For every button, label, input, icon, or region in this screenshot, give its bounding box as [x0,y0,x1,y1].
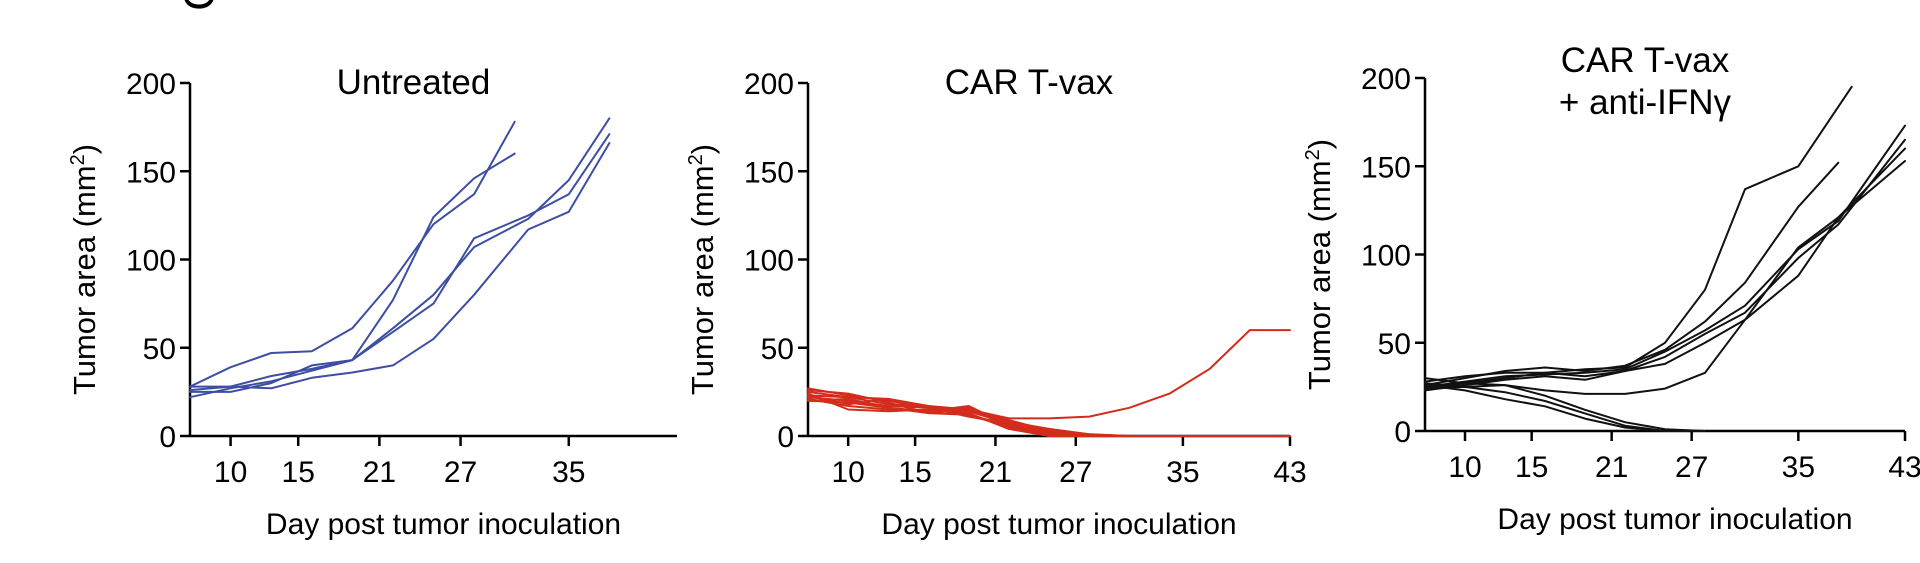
chart-3-series-2 [1424,161,1840,387]
chart-2-xtick-label: 43 [1273,456,1306,489]
chart-3-series-5 [1424,147,1906,392]
chart-1-y-axis-label-close: ) [67,144,102,154]
chart-1-series-1 [189,120,516,388]
chart-1-ytick-label: 0 [159,421,176,454]
chart-1-series-4 [189,133,611,393]
chart-1-x-axis-label: Day post tumor inoculation [266,508,621,541]
chart-1-ytick-label: 200 [126,68,176,101]
chart-3-xtick-label: 27 [1675,451,1708,484]
chart-1-xtick-label: 35 [552,456,585,489]
chart-3-y-axis-label-main: Tumor area (mm [1302,160,1337,390]
chart-3-ytick-label: 50 [1378,328,1411,361]
chart-2-ytick-label: 150 [744,156,794,189]
chart-3-ytick-label: 200 [1361,63,1411,96]
chart-2-x-axis-label: Day post tumor inoculation [881,508,1236,541]
chart-2-y-axis-label-close: ) [685,144,720,154]
chart-2-xtick-label: 27 [1059,456,1092,489]
chart-3-ytick-label: 100 [1361,240,1411,273]
chart-1-xtick-label: 10 [214,456,247,489]
chart-3-y-axis-label-sup: 2 [1302,149,1324,160]
chart-1: 0 50 100 150 200 10 15 21 27 35 Day post tumor ino… [67,63,677,541]
chart-1-y-axis-label-sup: 2 [67,154,89,165]
chart-3: 0 50 100 150 200 10 15 21 27 35 43 Day post tumor i… [1302,41,1920,536]
chart-2-title: CAR T-vax [945,63,1114,102]
chart-3-y-axis-label-close: ) [1302,139,1337,149]
chart-1-xtick-label: 15 [282,456,315,489]
chart-3-series-6 [1424,160,1906,395]
chart-1-ytick-label: 150 [126,156,176,189]
chart-3-xtick-label: 35 [1782,451,1815,484]
chart-2-y-axis-label-main: Tumor area (mm [685,165,720,395]
chart-2-ytick-label: 200 [744,68,794,101]
chart-2-xtick-label: 10 [831,456,864,489]
chart-3-x-axis-label: Day post tumor inoculation [1497,503,1852,536]
chart-3-series-8 [1424,385,1706,432]
chart-2-ytick-label: 50 [761,333,794,366]
chart-3-title-line2: + anti-IFNγ [1559,83,1732,122]
chart-3-title: CAR T-vax [1561,41,1730,80]
chart-3-xtick-label: 15 [1515,451,1548,484]
chart-2-y-axis-label: Tumor area (mm2) [685,144,720,395]
chart-1-y-axis-label: Tumor area (mm2) [67,144,102,395]
chart-1-xtick-label: 21 [363,456,396,489]
chart-2-ytick-label: 100 [744,245,794,278]
chart-3-y-axis-label: Tumor area (mm2) [1302,139,1337,390]
chart-2-xtick-label: 21 [979,456,1012,489]
chart-3-series-3 [1424,124,1906,388]
chart-1-series-5 [189,142,611,390]
chart-3-series-4 [1424,138,1906,390]
chart-1-ytick-label: 100 [126,245,176,278]
chart-3-series-1 [1424,85,1853,383]
chart-3-xtick-label: 10 [1448,451,1481,484]
chart-2-xtick-label: 15 [898,456,931,489]
chart-3-xtick-label: 43 [1888,451,1920,484]
chart-3-ytick-label: 0 [1394,416,1411,449]
chart-3-series-7 [1424,377,1706,432]
chart-2-y-axis-label-sup: 2 [685,154,707,165]
chart-2-xtick-label: 35 [1166,456,1199,489]
chart-3-series-9 [1424,384,1706,432]
chart-2-series-10 [807,397,1291,437]
chart-3-ytick-label: 150 [1361,151,1411,184]
chart-1-title: Untreated [337,63,491,102]
chart-1-y-axis-label-main: Tumor area (mm [67,165,102,395]
chart-1-xtick-label: 27 [444,456,477,489]
chart-1-series-2 [189,152,516,392]
chart-1-series-3 [189,117,611,399]
chart-3-xtick-label: 21 [1595,451,1628,484]
chart-1-ytick-label: 50 [143,333,176,366]
chart-2-ytick-label: 0 [777,421,794,454]
chart-2: 0 50 100 150 200 10 15 21 27 35 43 Day post tumor i… [685,63,1307,541]
